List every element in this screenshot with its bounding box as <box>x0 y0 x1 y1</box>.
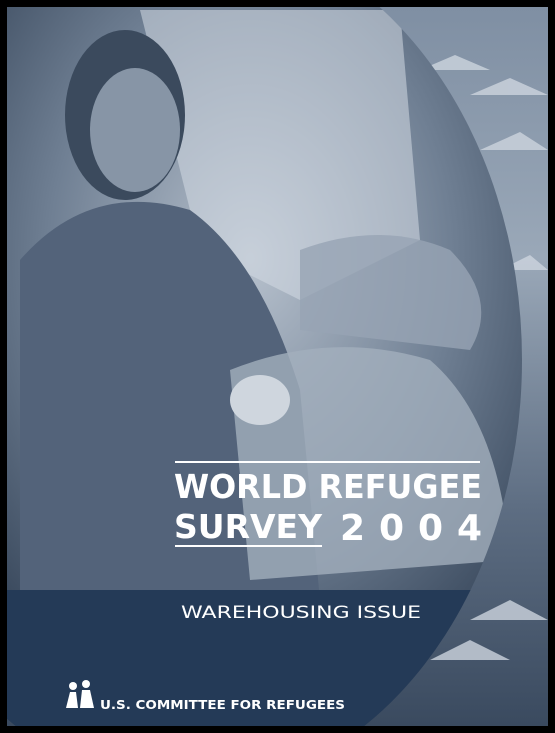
page: WORLD REFUGEE SURVEY 2004 WAREHOUSING IS… <box>0 0 555 733</box>
cover: WORLD REFUGEE SURVEY 2004 WAREHOUSING IS… <box>0 0 555 733</box>
title-line2: SURVEY <box>174 507 323 546</box>
title-line1: WORLD REFUGEE <box>174 467 482 506</box>
subtitle: WAREHOUSING ISSUE <box>181 603 421 623</box>
publisher: U.S. COMMITTEE FOR REFUGEES <box>100 698 345 712</box>
